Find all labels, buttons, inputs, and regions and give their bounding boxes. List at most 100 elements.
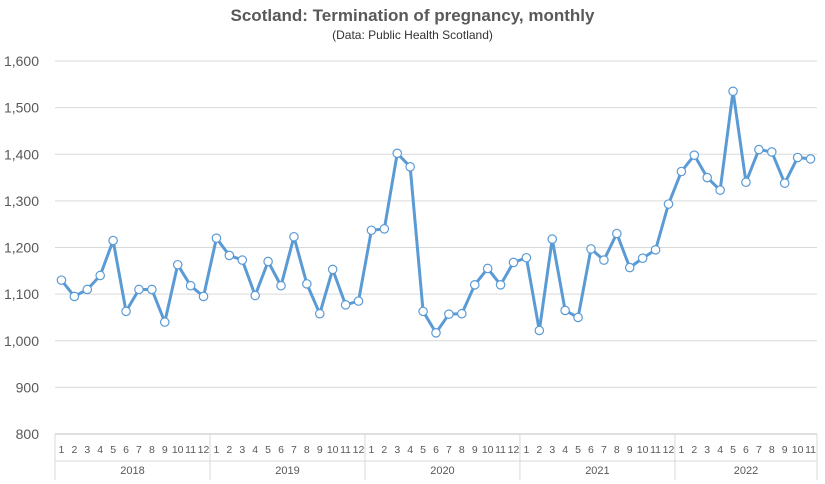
data-point [121, 306, 131, 317]
data-point [521, 252, 532, 263]
data-point [534, 325, 545, 336]
data-point [728, 86, 738, 97]
data-point [211, 233, 222, 243]
x-month-label: 9 [782, 444, 788, 456]
data-point [766, 147, 777, 157]
data-point [457, 308, 467, 319]
x-month-label: 2 [71, 444, 77, 456]
x-month-label: 9 [317, 444, 323, 456]
x-month-label: 4 [407, 444, 413, 456]
x-month-label: 10 [327, 444, 339, 456]
x-month-label: 7 [291, 444, 297, 456]
x-month-label: 6 [433, 444, 439, 456]
data-point [159, 317, 170, 327]
x-year-label: 2020 [430, 465, 454, 477]
data-point [779, 178, 790, 188]
data-point [172, 259, 183, 270]
y-tick-label: 900 [16, 379, 40, 395]
y-tick-label: 1,500 [4, 100, 39, 116]
data-point [250, 290, 260, 301]
data-point [237, 255, 248, 265]
x-month-label: 12 [198, 444, 210, 456]
x-month-label: 10 [792, 444, 804, 456]
y-tick-label: 1,300 [4, 193, 39, 209]
x-month-label: 5 [420, 444, 426, 456]
x-month-label: 1 [523, 444, 529, 456]
data-point [612, 228, 622, 239]
data-point [134, 284, 144, 295]
x-month-label: 8 [614, 444, 620, 456]
data-point [689, 150, 700, 160]
data-point [392, 148, 403, 159]
x-month-label: 3 [239, 444, 245, 456]
chart-subtitle: (Data: Public Health Scotland) [332, 28, 493, 42]
x-year-label: 2022 [734, 465, 758, 477]
data-point [741, 177, 751, 188]
data-point [754, 144, 764, 155]
chart-title: Scotland: Termination of pregnancy, mont… [230, 6, 595, 25]
data-point [431, 328, 441, 338]
data-point [289, 231, 299, 242]
data-point [560, 305, 570, 316]
data-point [508, 257, 519, 268]
x-month-label: 8 [149, 444, 155, 456]
x-month-label: 9 [627, 444, 633, 456]
data-point [340, 300, 351, 310]
x-month-label: 4 [717, 444, 723, 456]
x-month-label: 6 [123, 444, 129, 456]
data-point [482, 263, 493, 274]
data-point [353, 296, 364, 306]
x-month-label: 12 [353, 444, 365, 456]
x-month-label: 1 [59, 444, 65, 456]
x-month-label: 3 [394, 444, 400, 456]
data-point [327, 264, 338, 275]
x-month-label: 11 [650, 444, 661, 456]
x-month-label: 5 [730, 444, 736, 456]
data-point [418, 306, 428, 317]
data-point [599, 255, 609, 265]
data-point [573, 312, 583, 323]
x-month-label: 7 [136, 444, 142, 456]
data-point [715, 185, 725, 195]
x-month-label: 7 [446, 444, 452, 456]
series-line [60, 89, 811, 335]
data-point [495, 279, 506, 290]
y-tick-label: 1,000 [4, 333, 39, 349]
x-month-label: 8 [459, 444, 465, 456]
data-point [379, 224, 390, 234]
data-point [69, 291, 80, 302]
x-month-label: 3 [704, 444, 710, 456]
y-tick-label: 1,600 [4, 53, 39, 69]
x-month-label: 5 [575, 444, 581, 456]
x-month-label: 11 [805, 444, 816, 456]
x-month-label: 10 [482, 444, 494, 456]
data-point [637, 253, 648, 264]
x-month-label: 2 [536, 444, 542, 456]
x-month-label: 4 [562, 444, 568, 456]
x-month-label: 11 [340, 444, 351, 456]
data-point [469, 279, 480, 290]
x-month-label: 1 [214, 444, 220, 456]
x-month-label: 9 [472, 444, 478, 456]
data-point [444, 309, 454, 319]
data-point [586, 244, 596, 254]
x-month-label: 5 [265, 444, 271, 456]
x-month-label: 2 [381, 444, 387, 456]
data-point [82, 284, 93, 295]
x-month-label: 9 [162, 444, 168, 456]
data-point [366, 225, 377, 236]
x-month-label: 4 [252, 444, 258, 456]
data-point [198, 291, 209, 302]
x-month-label: 1 [678, 444, 684, 456]
data-point [108, 235, 118, 246]
x-month-label: 12 [663, 444, 675, 456]
data-point [302, 279, 312, 289]
y-tick-label: 1,100 [4, 286, 39, 302]
x-month-label: 4 [97, 444, 103, 456]
x-month-label: 3 [84, 444, 90, 456]
data-point [650, 245, 661, 255]
x-month-label: 6 [588, 444, 594, 456]
data-point [224, 250, 235, 261]
